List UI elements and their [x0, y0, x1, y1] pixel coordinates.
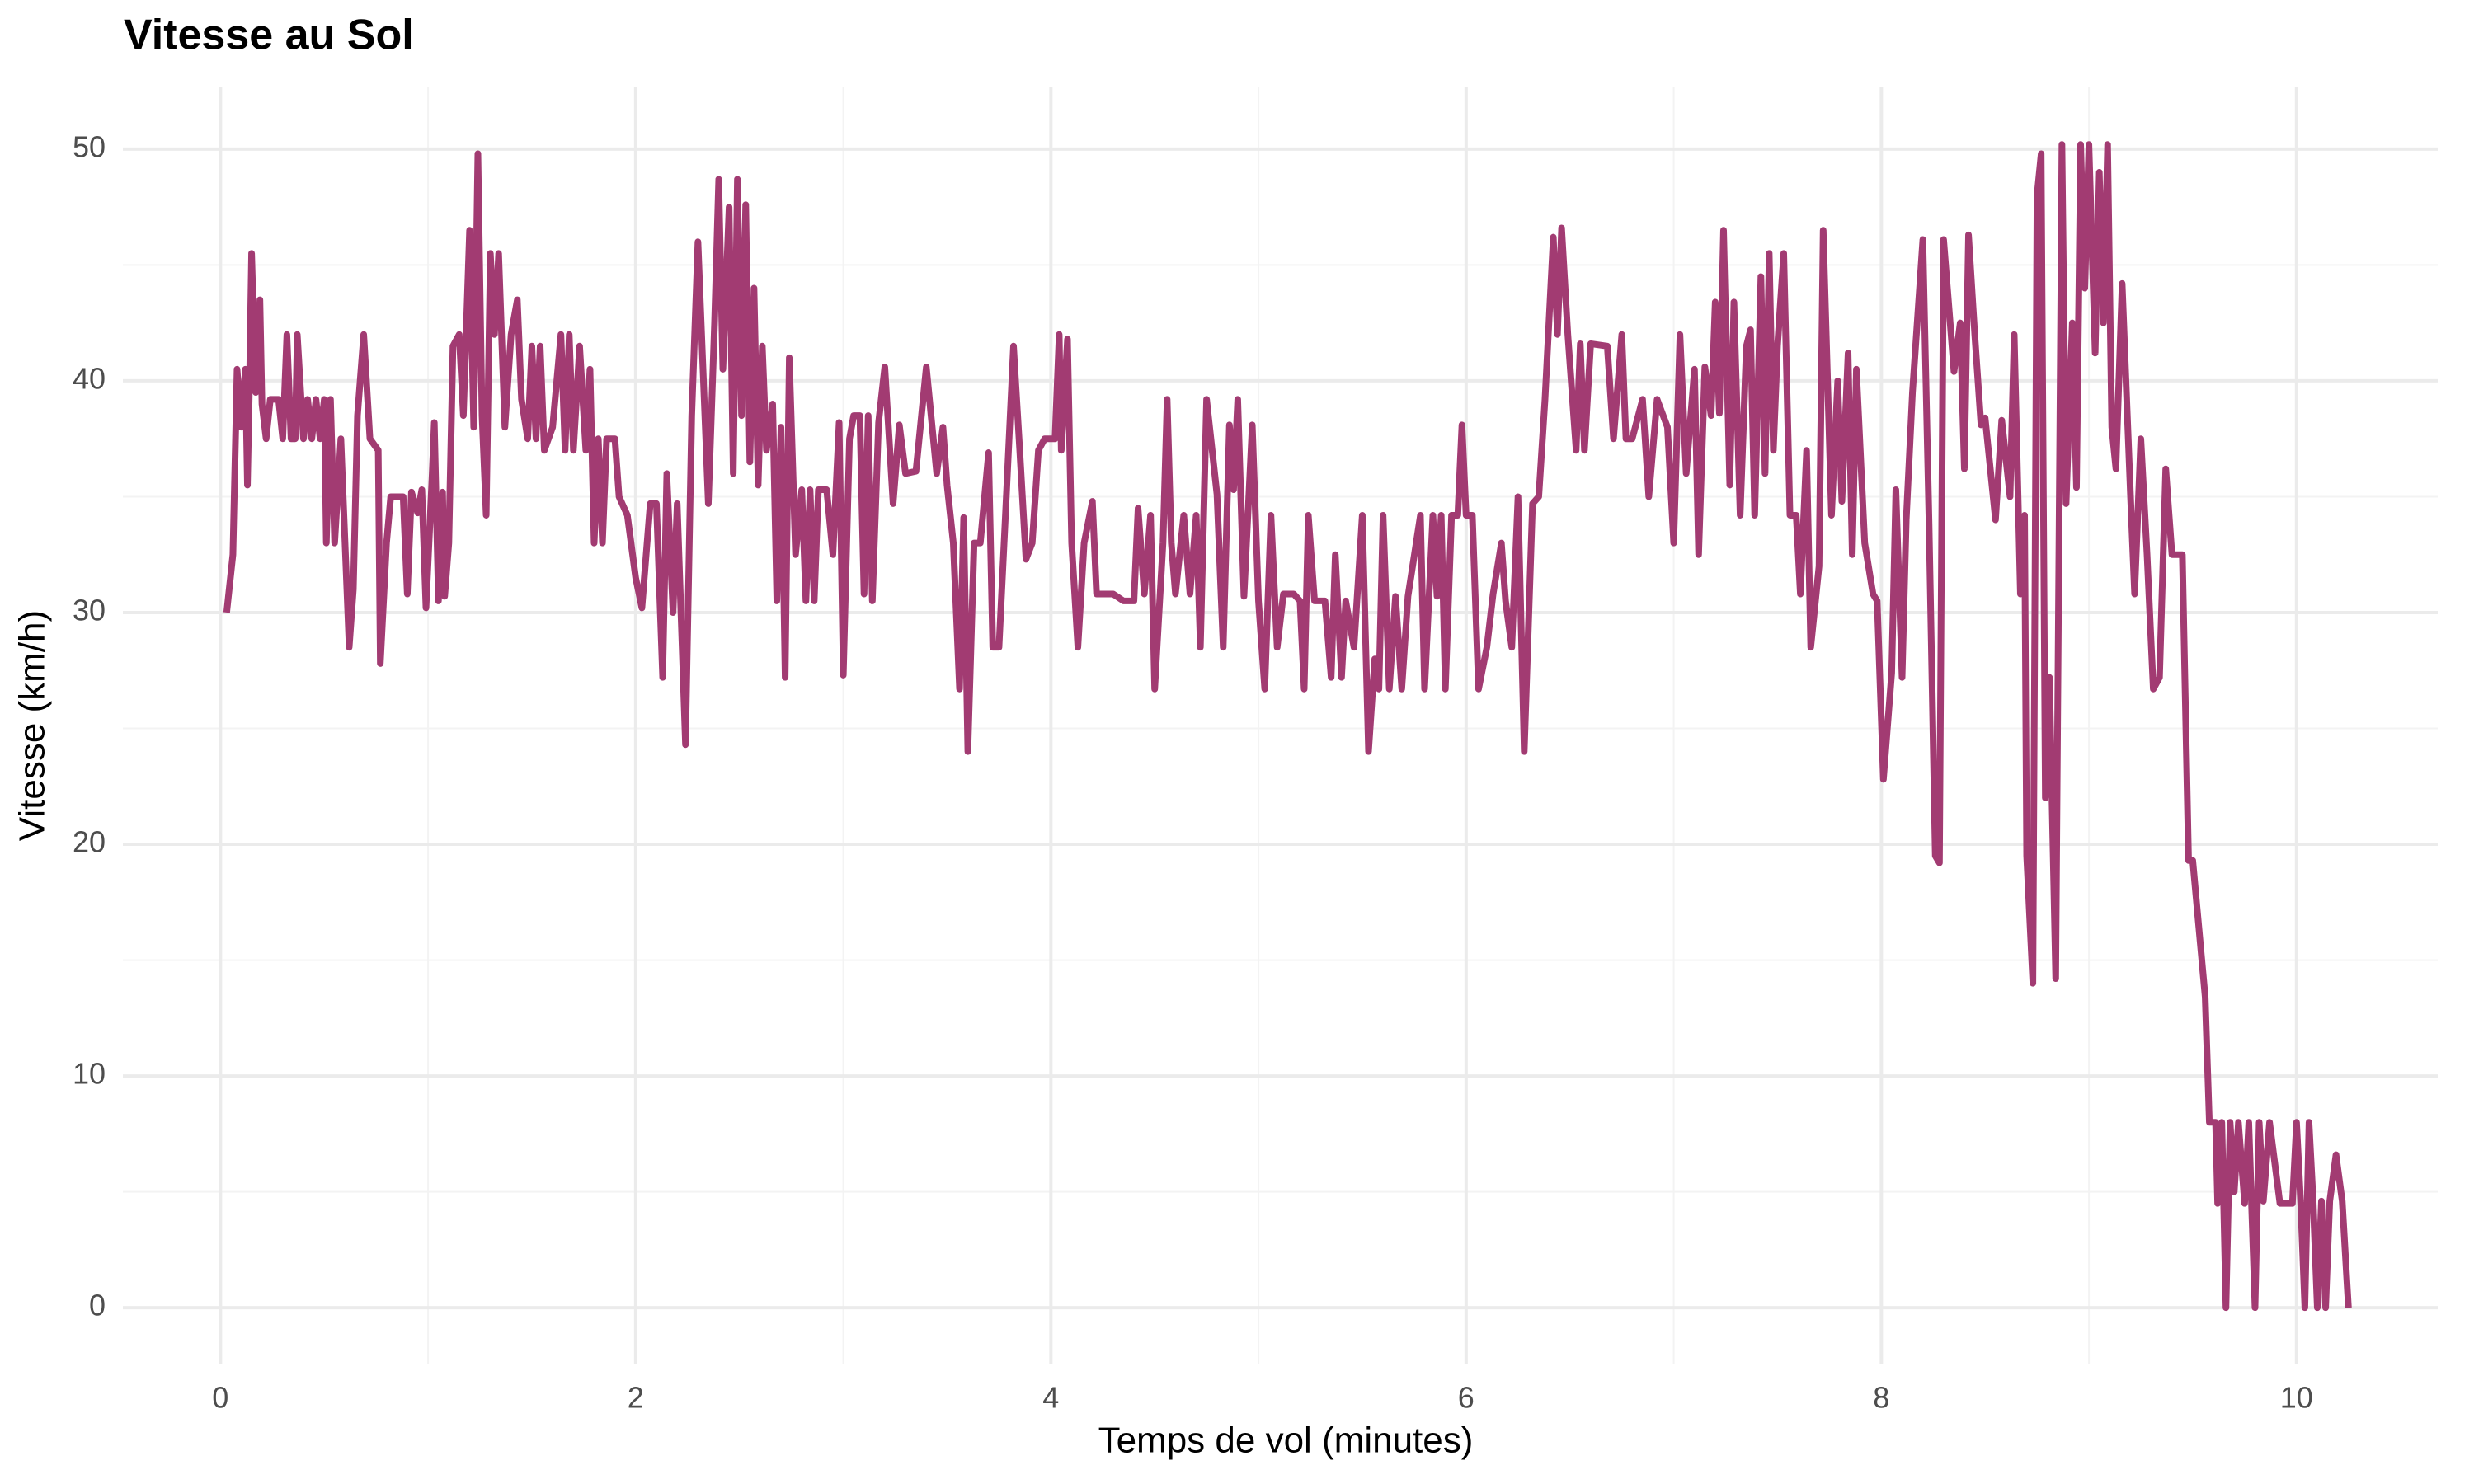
x-tick-label: 4: [1042, 1381, 1059, 1415]
y-tick-label: 40: [73, 361, 106, 395]
data-line: [223, 141, 2352, 1312]
chart-title: Vitesse au Sol: [124, 12, 414, 59]
y-tick-label: 0: [89, 1289, 106, 1322]
y-axis-title: Vitesse (km/h): [12, 610, 53, 841]
y-tick-label: 30: [73, 594, 106, 627]
x-tick-label: 6: [1458, 1381, 1475, 1415]
x-axis-title: Temps de vol (minutes): [1098, 1421, 1474, 1461]
x-tick-label: 0: [212, 1381, 228, 1415]
x-tick-label: 10: [2280, 1381, 2313, 1415]
y-tick-label: 50: [73, 129, 106, 163]
x-tick-label: 2: [628, 1381, 644, 1415]
y-tick-label: 10: [73, 1057, 106, 1091]
x-tick-label: 8: [1873, 1381, 1889, 1415]
y-tick-label: 20: [73, 825, 106, 859]
